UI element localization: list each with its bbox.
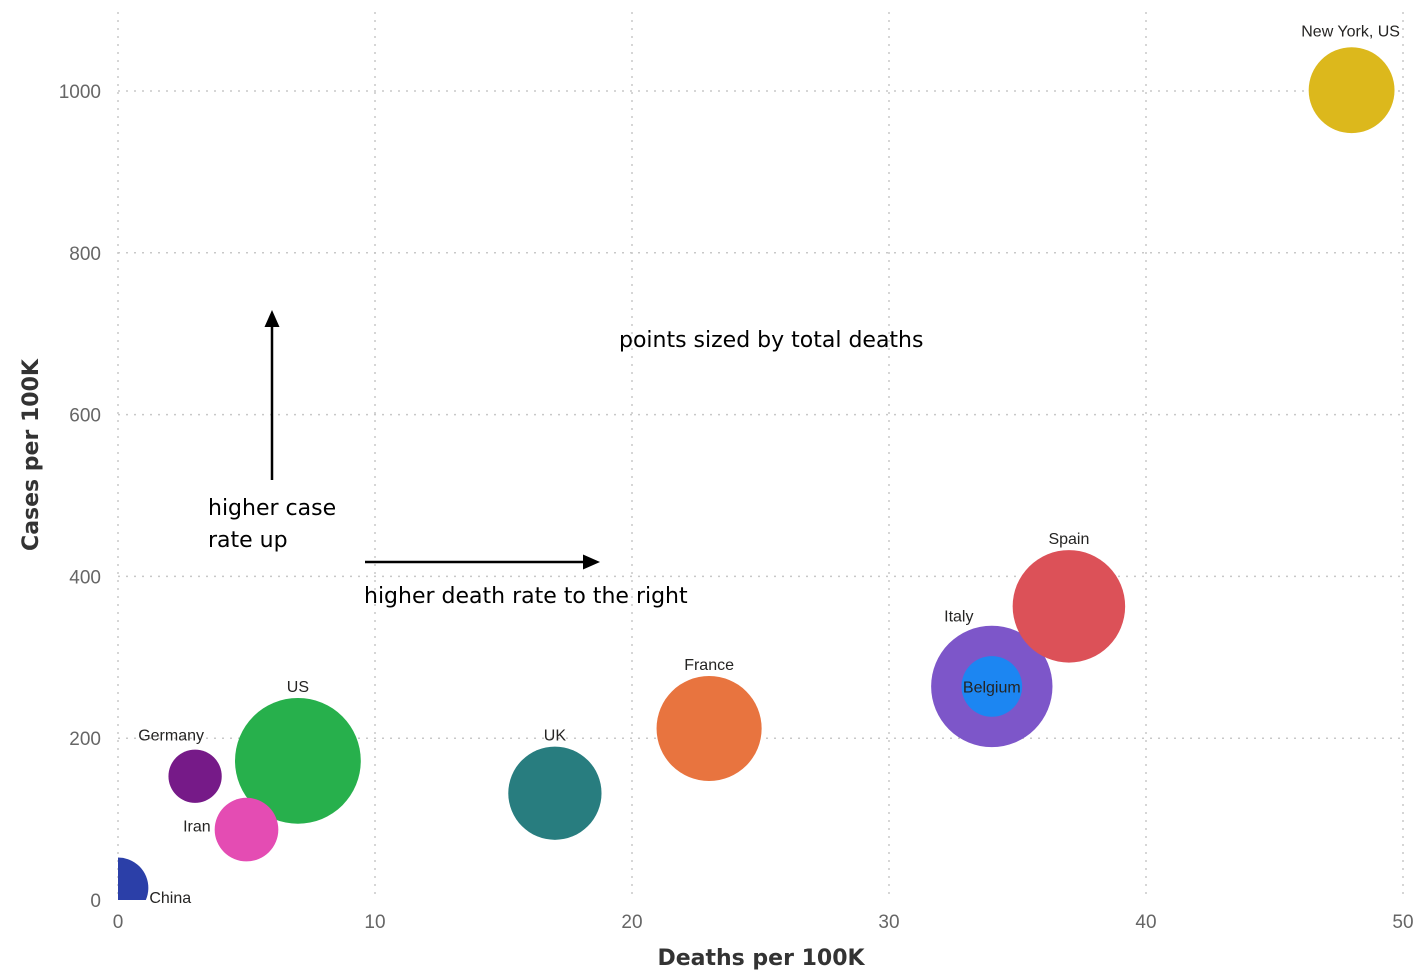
bubble-spain[interactable]: [1012, 550, 1126, 663]
label-italy: Italy: [944, 609, 973, 626]
label-germany: Germany: [138, 728, 204, 745]
up-note-line1: higher case: [208, 496, 336, 521]
y-tick-600: 600: [69, 406, 101, 427]
size-note: points sized by total deaths: [619, 328, 923, 353]
right-note: higher death rate to the right: [364, 584, 688, 609]
label-belgium: Belgium: [963, 679, 1021, 696]
y-axis-title: Cases per 100K: [19, 358, 44, 551]
label-france: France: [684, 657, 734, 674]
bubble-iran[interactable]: [214, 797, 279, 862]
y-tick-800: 800: [69, 244, 101, 265]
point-labels: China Germany Iran US UK France Italy Belgium Sp…: [138, 23, 1400, 907]
y-tick-0: 0: [90, 891, 101, 912]
bubble-china[interactable]: [88, 857, 149, 919]
y-tick-1000: 1000: [59, 82, 101, 103]
bubble-new-york-us[interactable]: [1308, 47, 1395, 134]
x-tick-30: 30: [878, 912, 899, 933]
bubbles: [88, 47, 1395, 919]
x-axis-ticks: 0 10 20 30 40 50: [113, 912, 1414, 933]
label-china: China: [149, 890, 191, 907]
right-arrow-head: [583, 554, 600, 570]
x-axis-title: Deaths per 100K: [657, 946, 865, 971]
up-arrow-head: [264, 310, 280, 327]
bubble-uk[interactable]: [508, 746, 602, 840]
label-spain: Spain: [1048, 531, 1089, 548]
y-tick-400: 400: [69, 567, 101, 588]
label-uk: UK: [544, 728, 567, 745]
bubble-france[interactable]: [656, 675, 762, 782]
label-iran: Iran: [183, 819, 211, 836]
x-tick-50: 50: [1392, 912, 1413, 933]
x-tick-40: 40: [1135, 912, 1156, 933]
x-tick-0: 0: [113, 912, 124, 933]
x-tick-10: 10: [364, 912, 385, 933]
bubble-us[interactable]: [235, 697, 361, 824]
bubble-germany[interactable]: [168, 749, 222, 803]
y-tick-200: 200: [69, 729, 101, 750]
label-new-york-us: New York, US: [1301, 23, 1400, 40]
label-us: US: [287, 679, 309, 696]
up-note-line2: rate up: [208, 528, 288, 553]
x-tick-20: 20: [621, 912, 642, 933]
y-axis-ticks: 0 200 400 600 800 1000: [59, 82, 101, 912]
bubble-belgium[interactable]: [961, 656, 1023, 717]
